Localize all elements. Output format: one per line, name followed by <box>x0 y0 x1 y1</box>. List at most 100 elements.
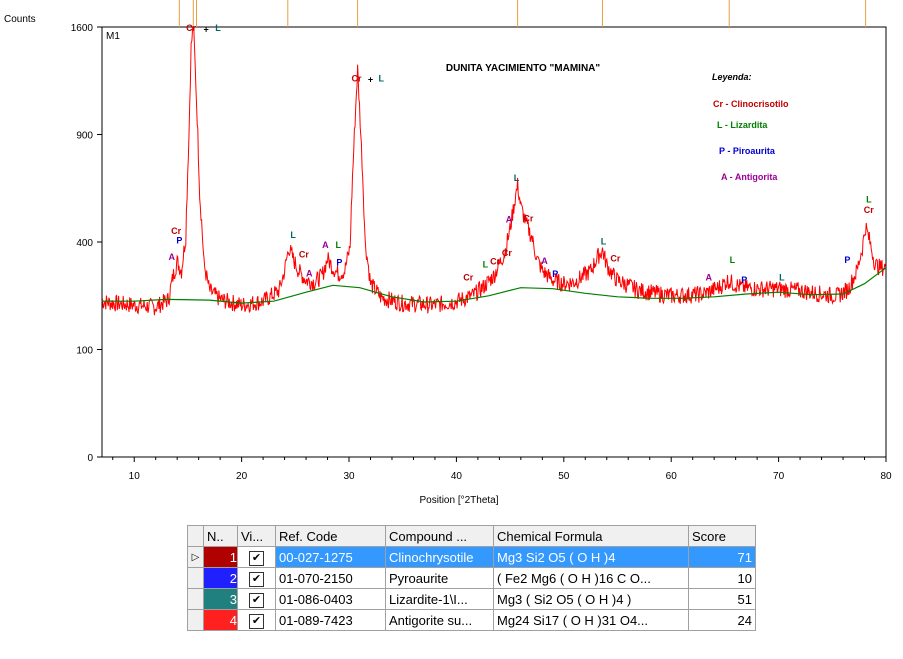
ref-code-cell[interactable]: 01-070-2150 <box>275 567 386 589</box>
ref-code-cell[interactable]: 01-089-7423 <box>275 609 386 631</box>
x-tick-label: 80 <box>880 471 892 482</box>
y-tick-label: 1600 <box>71 23 94 34</box>
col-score-header[interactable]: Score <box>688 525 756 547</box>
x-tick-label: 30 <box>343 471 355 482</box>
row-number-swatch[interactable]: 2 <box>203 567 238 589</box>
x-axis-label: Position [°2Theta] <box>419 495 498 506</box>
col-number-header[interactable]: N.. <box>203 525 238 547</box>
row-pointer <box>187 588 204 610</box>
legend-entry: A - Antigorita <box>721 172 778 182</box>
background-line <box>102 267 887 304</box>
ref-code-cell[interactable]: 01-086-0403 <box>275 588 386 610</box>
peak-label: L <box>378 74 384 84</box>
legend-entry: L - Lizardita <box>717 120 768 130</box>
peak-label: A <box>506 215 513 225</box>
formula-cell[interactable]: Mg24 Si17 ( O H )31 O4... <box>493 609 689 631</box>
phase-table: N.. Vi... Ref. Code Compound ... Chemica… <box>187 525 756 631</box>
peak-label: Cr <box>352 74 362 84</box>
x-tick-label: 50 <box>558 471 570 482</box>
table-row[interactable]: 3 ✔ 01-086-0403 Lizardite-1\I... Mg3 ( Si2 O… <box>187 588 756 610</box>
x-tick-label: 70 <box>773 471 785 482</box>
x-tick-label: 20 <box>236 471 248 482</box>
peak-label: L <box>730 255 736 265</box>
visible-cell[interactable]: ✔ <box>237 588 276 610</box>
formula-cell[interactable]: ( Fe2 Mg6 ( O H )16 C O... <box>493 567 689 589</box>
col-refcode-header[interactable]: Ref. Code <box>275 525 386 547</box>
legend-title: Leyenda: <box>712 72 752 82</box>
row-pointer <box>187 567 204 589</box>
peak-label: L <box>779 272 785 282</box>
peak-label: L <box>601 237 607 247</box>
visible-checkbox[interactable]: ✔ <box>249 571 264 587</box>
plot-area <box>101 26 887 458</box>
visible-checkbox[interactable]: ✔ <box>249 613 264 629</box>
peak-label: Cr <box>864 205 874 215</box>
row-number-swatch[interactable]: 3 <box>203 588 238 610</box>
chart-title: DUNITA YACIMIENTO "MAMINA" <box>446 63 601 74</box>
y-tick-label: 900 <box>76 131 93 142</box>
row-number-swatch[interactable]: 4 <box>203 609 238 631</box>
col-compound-header[interactable]: Compound ... <box>385 525 494 547</box>
peak-label: Cr <box>610 254 620 264</box>
y-tick-label: 100 <box>76 346 93 357</box>
col-formula-header[interactable]: Chemical Formula <box>493 525 689 547</box>
row-pointer <box>187 609 204 631</box>
peak-label: L <box>514 173 520 183</box>
compound-cell[interactable]: Pyroaurite <box>385 567 494 589</box>
score-cell[interactable]: 51 <box>688 588 756 610</box>
row-pointer: ▷ <box>187 546 204 568</box>
peak-label: L <box>290 230 296 240</box>
peak-label: L <box>215 23 221 33</box>
ref-code-cell[interactable]: 00-027-1275 <box>275 546 386 568</box>
pointer-header <box>187 525 204 547</box>
table-row[interactable]: 4 ✔ 01-089-7423 Antigorite su... Mg24 Si17 (… <box>187 609 756 631</box>
peak-label: Cr <box>490 257 500 267</box>
peak-label: P <box>336 257 342 267</box>
visible-cell[interactable]: ✔ <box>237 567 276 589</box>
peak-label: Cr <box>523 213 533 223</box>
peak-label: L <box>866 195 872 205</box>
peak-label: Cr <box>186 23 196 33</box>
visible-cell[interactable]: ✔ <box>237 546 276 568</box>
peak-label: + <box>368 74 373 84</box>
x-tick-label: 10 <box>129 471 141 482</box>
y-axis-label: Counts <box>4 14 36 25</box>
peak-label: P <box>844 255 850 265</box>
peak-label: + <box>204 24 209 34</box>
visible-cell[interactable]: ✔ <box>237 609 276 631</box>
compound-cell[interactable]: Antigorite su... <box>385 609 494 631</box>
compound-cell[interactable]: Clinochrysotile <box>385 546 494 568</box>
peak-label: L <box>483 260 489 270</box>
row-number-swatch[interactable]: 1 <box>203 546 238 568</box>
y-tick-label: 400 <box>76 238 93 249</box>
peak-label: P <box>176 235 182 245</box>
peak-label: Cr <box>299 249 309 259</box>
peak-label: A <box>169 252 176 262</box>
peak-label: Cr <box>463 272 473 282</box>
peak-label: P <box>741 275 747 285</box>
score-cell[interactable]: 71 <box>688 546 756 568</box>
score-cell[interactable]: 24 <box>688 609 756 631</box>
x-tick-label: 60 <box>666 471 678 482</box>
peak-label: L <box>336 240 342 250</box>
visible-checkbox[interactable]: ✔ <box>249 592 264 608</box>
peak-label: A <box>306 268 313 278</box>
peak-label: A <box>706 272 713 282</box>
table-header-row: N.. Vi... Ref. Code Compound ... Chemica… <box>187 525 756 547</box>
formula-cell[interactable]: Mg3 ( Si2 O5 ( O H )4 ) <box>493 588 689 610</box>
score-cell[interactable]: 10 <box>688 567 756 589</box>
observed-pattern-line <box>101 25 887 316</box>
visible-checkbox[interactable]: ✔ <box>249 550 264 566</box>
peak-label: P <box>552 269 558 279</box>
x-tick-label: 40 <box>451 471 463 482</box>
compound-cell[interactable]: Lizardite-1\I... <box>385 588 494 610</box>
table-row[interactable]: 2 ✔ 01-070-2150 Pyroaurite( Fe2 Mg6 ( O H )… <box>187 567 756 589</box>
col-visible-header[interactable]: Vi... <box>237 525 276 547</box>
peak-label: Cr <box>171 226 181 236</box>
legend-entry: Cr - Clinocrisotilo <box>713 99 789 109</box>
y-tick-label: 0 <box>87 453 93 464</box>
peak-label: A <box>322 240 329 250</box>
table-row[interactable]: ▷ 1 ✔ 00-027-1275 Clinochrysotile Mg3 Si2 O5 … <box>187 546 756 568</box>
formula-cell[interactable]: Mg3 Si2 O5 ( O H )4 <box>493 546 689 568</box>
